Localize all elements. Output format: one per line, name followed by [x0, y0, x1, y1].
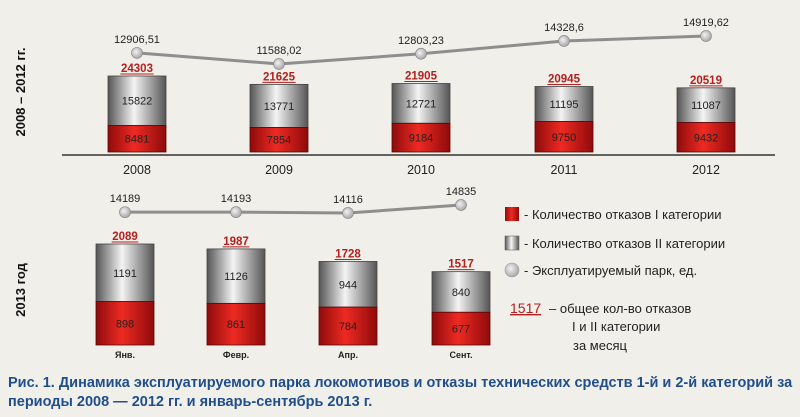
yearly-bar-cat2-3 — [534, 86, 594, 122]
monthly-fleet-label-0: 14189 — [110, 193, 141, 205]
legend-marker-park — [504, 262, 520, 278]
legend-note-line3: за месяц — [573, 338, 628, 353]
yearly-fleet-label-0: 12906,51 — [114, 34, 160, 46]
period-label-bottom: 2013 год — [13, 262, 28, 317]
yearly-value-cat2-0: 15822 — [122, 96, 153, 108]
yearly-value-cat1-2: 9184 — [409, 133, 433, 145]
monthly-value-cat1-1: 861 — [227, 319, 245, 331]
yearly-chart: 8481 15822 24303 2008 7854 13771 21625 2009 9184… — [62, 17, 775, 177]
yearly-value-cat2-3: 11195 — [550, 99, 579, 111]
monthly-category-3: Сент. — [449, 350, 472, 360]
yearly-fleet-label-1: 11588,02 — [256, 45, 301, 57]
legend-label-cat1: - Количество отказов I категории — [524, 207, 722, 222]
yearly-category-3: 2011 — [551, 163, 578, 177]
monthly-fleet-point-3 — [455, 199, 467, 211]
legend-note-value: 1517 — [510, 300, 541, 316]
monthly-fleet-label-3: 14835 — [446, 186, 477, 198]
yearly-category-0: 2008 — [123, 163, 151, 177]
legend-note-line1: – общее кол-во отказов — [549, 301, 691, 316]
yearly-value-cat1-4: 9432 — [694, 132, 718, 144]
monthly-bar-cat1-3 — [431, 311, 491, 346]
legend-swatch-cat2 — [504, 235, 520, 251]
legend-swatch-cat1 — [505, 207, 519, 221]
yearly-bar-cat1-3 — [534, 121, 594, 153]
yearly-category-2: 2010 — [407, 163, 435, 177]
monthly-fleet-point-0 — [119, 206, 131, 219]
yearly-bar-cat1-1 — [249, 127, 309, 153]
monthly-bar-cat2-0 — [95, 243, 155, 302]
yearly-total-1: 21625 — [263, 71, 296, 83]
monthly-total-2: 1728 — [335, 248, 361, 260]
yearly-fleet-point-1 — [273, 58, 285, 70]
legend: - Количество отказов I категории - Колич… — [504, 207, 725, 353]
yearly-fleet-point-4 — [700, 30, 712, 42]
monthly-bar-cat1-0 — [95, 301, 155, 346]
monthly-category-2: Апр. — [338, 350, 358, 360]
monthly-value-cat2-1: 1126 — [224, 271, 248, 283]
yearly-bar-cat1-2 — [391, 122, 451, 153]
monthly-value-cat2-3: 840 — [452, 287, 470, 299]
yearly-bar-cat1-0 — [107, 125, 167, 153]
monthly-value-cat1-0: 898 — [116, 318, 134, 330]
yearly-value-cat2-1: 13771 — [264, 101, 295, 113]
yearly-fleet-label-4: 14919,62 — [683, 17, 729, 29]
yearly-bar-cat2-1 — [249, 83, 309, 128]
yearly-value-cat1-3: 9750 — [552, 132, 576, 144]
yearly-category-4: 2012 — [692, 163, 720, 177]
figure-caption: Рис. 1. Динамика эксплуатируемого парка … — [8, 375, 793, 410]
monthly-fleet-label-2: 14116 — [333, 194, 363, 206]
yearly-bar-cat2-4 — [676, 87, 736, 123]
monthly-total-3: 1517 — [448, 259, 474, 271]
yearly-category-1: 2009 — [265, 163, 293, 177]
period-label-top: 2008 – 2012 гг. — [13, 47, 28, 136]
monthly-chart: 898 1191 2089 Янв. 861 1126 1987 Февр. 784 944 172… — [95, 186, 491, 360]
yearly-bar-cat1-4 — [676, 122, 736, 153]
yearly-fleet-point-3 — [558, 35, 570, 47]
yearly-total-2: 21905 — [405, 70, 438, 82]
monthly-fleet-line — [124, 203, 462, 215]
monthly-total-0: 2089 — [112, 231, 138, 243]
yearly-total-3: 20945 — [548, 74, 581, 86]
monthly-fleet-point-2 — [342, 207, 354, 219]
chart-figure: 2008 – 2012 гг. 2013 год 8481 15822 24303 2… — [13, 17, 775, 360]
monthly-value-cat2-2: 944 — [339, 279, 357, 291]
monthly-fleet-label-1: 14193 — [221, 193, 252, 205]
monthly-bar-cat1-2 — [318, 306, 378, 346]
monthly-value-cat1-3: 677 — [452, 324, 470, 336]
monthly-bar-cat2-2 — [318, 261, 378, 308]
yearly-total-0: 24303 — [121, 63, 153, 75]
legend-label-park: - Эксплуатируемый парк, ед. — [524, 263, 697, 278]
monthly-value-cat1-2: 784 — [339, 321, 357, 333]
yearly-value-cat2-4: 11087 — [691, 100, 721, 112]
yearly-total-4: 20519 — [690, 75, 722, 87]
yearly-fleet-label-3: 14328,6 — [544, 22, 584, 34]
monthly-total-1: 1987 — [223, 236, 249, 248]
legend-label-cat2: - Количество отказов II категории — [524, 236, 725, 251]
monthly-bar-cat1-1 — [206, 302, 266, 346]
monthly-category-1: Февр. — [223, 350, 249, 360]
yearly-value-cat1-1: 7854 — [267, 135, 291, 147]
monthly-value-cat2-0: 1191 — [113, 268, 137, 280]
yearly-fleet-point-2 — [415, 47, 427, 60]
yearly-fleet-label-2: 12803,23 — [398, 35, 444, 47]
yearly-fleet-point-0 — [131, 47, 143, 59]
yearly-value-cat1-0: 8481 — [125, 134, 149, 146]
monthly-category-0: Янв. — [115, 350, 135, 360]
legend-note-line2: I и II категории — [572, 319, 660, 334]
monthly-fleet-point-1 — [230, 206, 242, 218]
yearly-value-cat2-2: 12721 — [406, 98, 437, 110]
